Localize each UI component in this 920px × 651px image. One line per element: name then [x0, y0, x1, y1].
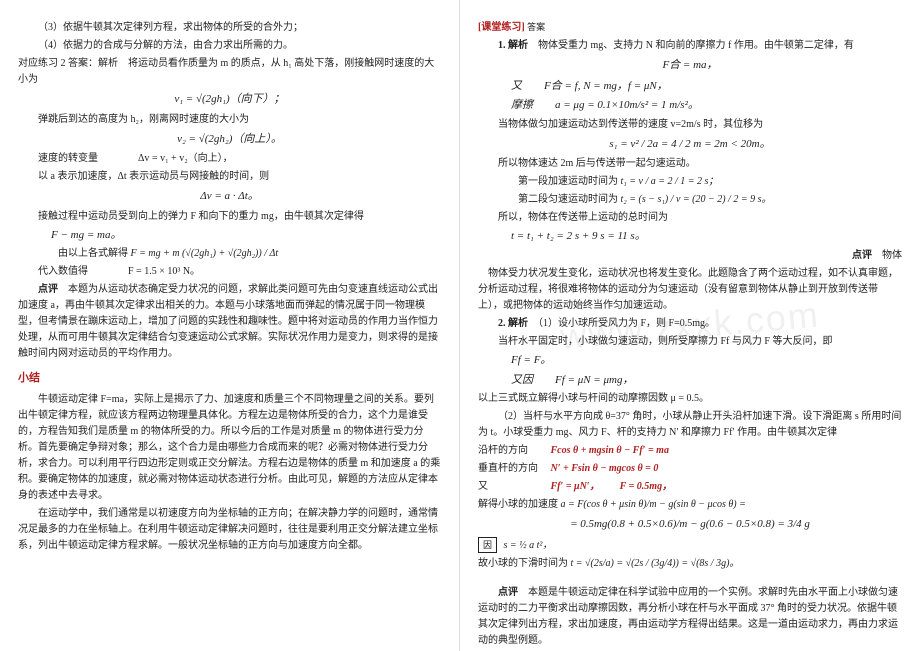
sub-values: 代入数值得 F = 1.5 × 10³ N。 — [18, 264, 441, 280]
dianping-label: 点评 — [38, 284, 58, 295]
step-4: （4）依据力的合成与分解的方法，由合力求出所需的力。 — [18, 38, 441, 54]
a-dt-text: 以 a 表示加速度，Δt 表示运动员与网接触的时间，则 — [18, 169, 441, 185]
q1-eq1: F合 = ma， — [478, 57, 902, 75]
dp2: 点评 本题是牛顿运动定律在科学试验中应用的一个实例。求解时先由水平面上小球做匀速… — [478, 585, 902, 649]
step-3: （3）依据牛顿其次定律列方程，求出物体的所受的合外力； — [18, 20, 441, 36]
formula-v2: v₂ = √(2gh₂)（向上）。 — [18, 131, 441, 149]
q1-t2-row: 第二段匀速运动时间为 t₂ = (s − s₁) / v = (20 − 2) … — [478, 192, 902, 208]
q1-s1: s₁ = v² / 2a = 4 / 2 m = 2m < 20m。 — [478, 136, 902, 154]
q1-eq2: 又 F合 = f, N = mg，f = μN， — [511, 78, 902, 96]
classroom-exercise: [课堂练习] 答案 — [478, 20, 902, 36]
dp1-body: 物体受力状况发生变化，运动状况也将发生变化。此题隐含了两个运动过程，如不认真审题… — [478, 266, 902, 314]
dir2-row: 垂直杆的方向 N′ + Fsin θ − mgcos θ = 0 — [478, 461, 902, 477]
dir1-row: 沿杆的方向 Fcos θ + mgsin θ − Ff′ = ma — [478, 443, 902, 459]
solve2-row: 解得小球的加速度 a = F(cos θ + μsin θ)/m − g(sin… — [478, 497, 902, 513]
formula-dv-adt: Δv = a · Δt。 — [18, 188, 441, 206]
page: （3）依据牛顿其次定律列方程，求出物体的所受的合外力； （4）依据力的合成与分解… — [0, 0, 920, 651]
dp1-label: 点评 — [852, 250, 872, 261]
answer-intro: 对应练习 2 答案：解析 将运动员看作质量为 m 的质点，从 h₁ 高处下落，刚… — [18, 56, 441, 88]
right-column: [课堂练习] 答案 1. 解析 物体受重力 mg、支持力 N 和向前的摩擦力 f… — [460, 0, 920, 651]
dp2-label: 点评 — [498, 587, 518, 598]
contact-force-text: 接触过程中运动员受到向上的弹力 F 和向下的重力 mg，由牛顿其次定律得 — [18, 209, 441, 225]
left-column: （3）依据牛顿其次定律列方程，求出物体的所受的合外力； （4）依据力的合成与分解… — [0, 0, 460, 651]
q1-eq3: 摩擦 a = μg = 0.1×10m/s² = 1 m/s²。 — [511, 97, 902, 115]
q1-total-lab: 所以，物体在传送带上运动的总时间为 — [478, 210, 902, 226]
section-xiaojie: 小结 — [18, 370, 441, 388]
dp1-body-start: 物体 — [882, 250, 902, 261]
q1-speed: 当物体做匀加速运动达到传送带的速度 v=2m/s 时，其位移为 — [478, 117, 902, 133]
yin-row: 因 s = ½ a t²， — [478, 537, 902, 554]
F-formula: F = mg + m (√(2gh₁) + √(2gh₂)) / Δt — [131, 248, 279, 259]
q2-2: 当杆水平固定时，小球做匀速运动，则所受摩擦力 Ff 与风力 F 等大反问，即 — [478, 334, 902, 350]
formula-v1: v₁ = √(2gh₁)（向下）； — [18, 91, 441, 109]
q1-total: t = t₁ + t₂ = 2 s + 9 s = 11 s。 — [511, 228, 902, 246]
q2-part2: （2）当杆与水平方向成 θ=37° 角时，小球从静止开头沿杆加速下滑。设下滑距离… — [478, 409, 902, 441]
q2-line: 2. 解析 （1）设小球所受风力为 F，则 F=0.5mg。 — [478, 316, 902, 332]
q1-body: 物体受重力 mg、支持力 N 和向前的摩擦力 f 作用。由牛顿第二定律，有 — [528, 40, 854, 51]
q1-t1-row: 第一段加速运动时间为 t₁ = v / a = 2 / 1 = 2 s； — [478, 174, 902, 190]
bounce-text: 弹跳后到达的高度为 h₂，刚离网时速度的大小为 — [18, 112, 441, 128]
so-t-row: 故小球的下滑时间为 t = √(2s/a) = √(2s / (3g/4)) =… — [478, 556, 902, 572]
dp1: 点评 物体 — [478, 248, 902, 264]
dianping-body: 本题为从运动状态确定受力状况的问题，求解此类问题可先由匀变速直线运动公式出加速度… — [18, 284, 438, 359]
q2-ff: Ff = F。 — [511, 352, 902, 370]
dp2-body: 本题是牛顿运动定律在科学试验中应用的一个实例。求解时先由水平面上小球做匀速运动时… — [478, 587, 898, 646]
q2-label: 2. 解析 — [498, 318, 528, 329]
newton-eq: F − mg = ma。 — [51, 227, 441, 245]
a-value: = 0.5mg(0.8 + 0.5×0.6)/m − g(0.6 − 0.5×0… — [478, 516, 902, 534]
dv-text: 速度的转变量 Δv = v₁ + v₂（向上）， — [18, 151, 441, 167]
xiaojie-p2: 在运动学中，我们通常是以初速度方向为坐标轴的正方向；在解决静力学的问题时，通常情… — [18, 506, 441, 554]
solve-text: 由以上各式解得 F = mg + m (√(2gh₁) + √(2gh₂)) /… — [18, 246, 441, 262]
q1-label: 1. 解析 — [498, 40, 528, 51]
q1-after: 所以物体速达 2m 后与传送带一起匀速运动。 — [478, 156, 902, 172]
dir3-row: 又 Ff′ = μN′， F = 0.5mg， — [478, 479, 902, 495]
q2-4: 以上三式既立解得小球与杆间的动摩擦因数 μ = 0.5。 — [478, 391, 902, 407]
dianping-1: 点评 本题为从运动状态确定受力状况的问题，求解此类问题可先由匀变速直线运动公式出… — [18, 282, 441, 362]
xiaojie-p1: 牛顿运动定律 F=ma，实际上是揭示了力、加速度和质量三个不同物理量之间的关系。… — [18, 392, 441, 504]
q2-3: 又因 Ff = μN = μmg， — [511, 372, 902, 390]
q1-line: 1. 解析 物体受重力 mg、支持力 N 和向前的摩擦力 f 作用。由牛顿第二定… — [478, 38, 902, 54]
